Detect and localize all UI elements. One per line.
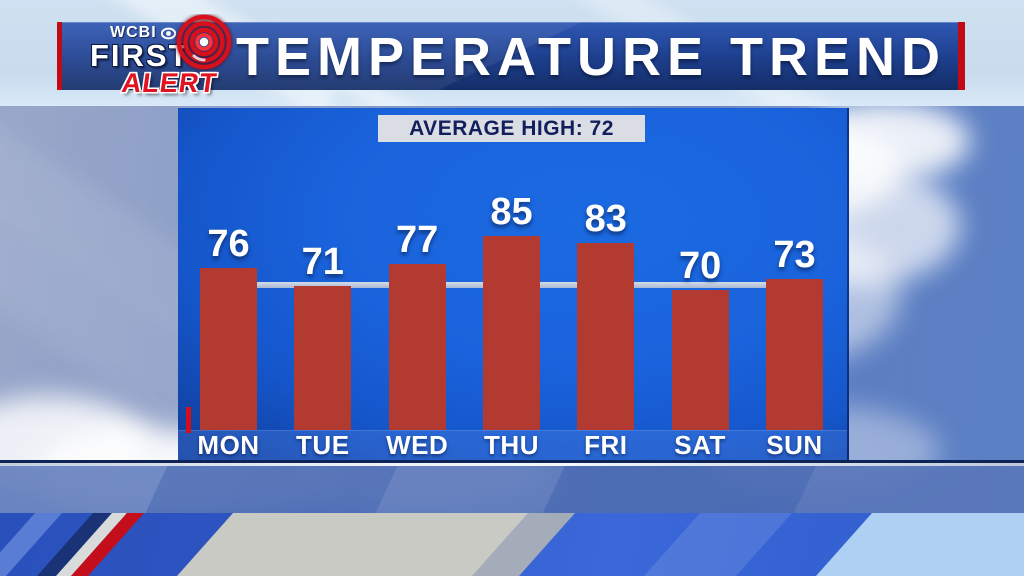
bar-wed bbox=[388, 264, 446, 430]
logo-alert-text: ALERT bbox=[119, 68, 220, 98]
bar-tue bbox=[294, 286, 352, 430]
title-banner: TEMPERATURE TREND WCBI FIRST bbox=[57, 14, 965, 98]
bar-chart: AVERAGE HIGH: 72 76 MON 71 TUE 77 WED 85 THU 83 F… bbox=[178, 108, 849, 460]
bar-value-label: 83 bbox=[584, 197, 627, 240]
day-label: MON bbox=[197, 430, 260, 460]
day-axis-strip bbox=[178, 430, 847, 460]
day-label: FRI bbox=[584, 430, 628, 460]
bar-value-label: 76 bbox=[207, 223, 250, 265]
bar-value-label: 73 bbox=[773, 233, 816, 276]
bar-sat bbox=[671, 289, 729, 430]
radar-target-icon bbox=[176, 14, 232, 70]
page-title: TEMPERATURE TREND bbox=[235, 27, 946, 87]
banner-right-red-stripe bbox=[958, 22, 965, 90]
bar-value-label: 85 bbox=[490, 190, 533, 233]
bar-value-label: 77 bbox=[396, 219, 439, 262]
cbs-eye-icon bbox=[160, 27, 176, 39]
banner-body: TEMPERATURE TREND WCBI FIRST bbox=[62, 14, 958, 98]
station-row: WCBI bbox=[110, 24, 176, 42]
banner-left-red-stripe bbox=[57, 22, 62, 90]
day-label: WED bbox=[386, 430, 449, 460]
panel-bottom-silver-line bbox=[0, 463, 1024, 466]
average-high-label: AVERAGE HIGH: 72 bbox=[378, 115, 645, 142]
lower-third-blue-band bbox=[0, 466, 1024, 513]
day-label: TUE bbox=[296, 430, 350, 460]
lower-third-stripes bbox=[0, 513, 1024, 576]
bar-value-label: 71 bbox=[301, 241, 344, 283]
logo-first-text: FIRST bbox=[90, 38, 190, 73]
station-name: WCBI bbox=[110, 24, 157, 41]
wcbi-first-alert-logo: WCBI FIRST ALERT bbox=[82, 14, 282, 98]
bar-mon bbox=[200, 268, 257, 430]
bar-value-label: 70 bbox=[678, 244, 722, 287]
day-label: THU bbox=[484, 430, 539, 460]
bar-thu bbox=[483, 235, 540, 430]
day-label: SAT bbox=[674, 430, 726, 460]
day-label: SUN bbox=[766, 430, 823, 460]
bar-fri bbox=[577, 242, 635, 430]
panel-bottom-navy-line bbox=[0, 460, 1024, 463]
axis-accent-tick bbox=[186, 407, 191, 433]
bar-sun bbox=[766, 278, 823, 430]
